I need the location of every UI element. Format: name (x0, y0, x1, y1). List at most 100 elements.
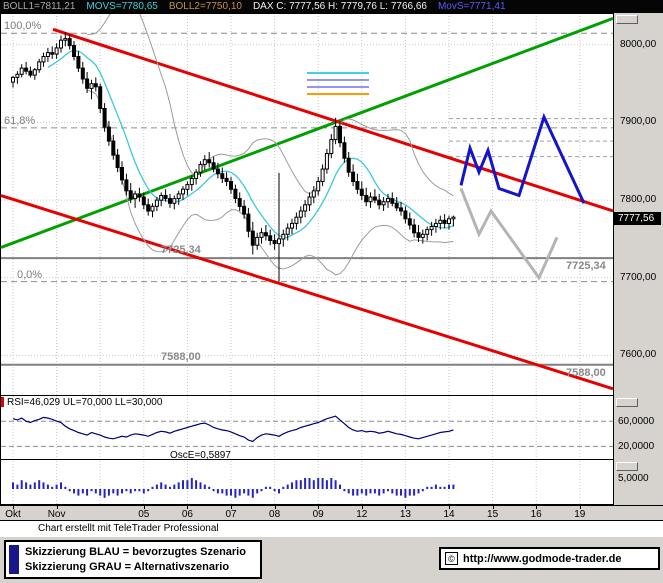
osc-bar (151, 486, 154, 489)
osc-bar (400, 489, 402, 496)
osc-bar (208, 486, 211, 489)
osc-bar (452, 484, 455, 489)
osc-bar (421, 489, 424, 492)
osc-bar (225, 489, 228, 496)
osc-bar (103, 489, 106, 498)
osc-bar (448, 484, 450, 489)
osc-bar (81, 489, 84, 494)
axis-bottom-border (0, 520, 663, 521)
osc-bar (134, 489, 137, 492)
osc-bar (177, 482, 180, 489)
osc-bar (46, 484, 49, 489)
price-tick-label: 7800,00 (620, 194, 657, 206)
osc-bar (147, 489, 150, 492)
rsi-panel-canvas[interactable] (1, 396, 613, 459)
osc-bar (317, 478, 320, 489)
osc-bar (330, 478, 333, 489)
x-axis-label: 08 (269, 509, 281, 520)
x-axis-tick (536, 506, 538, 509)
x-axis-label: Nov (47, 509, 66, 520)
osc-bar (160, 482, 163, 489)
price-tick-label: 7600,00 (620, 349, 657, 361)
osc-bar (77, 489, 80, 496)
osc-level-label: 5,0000 (618, 473, 649, 484)
osc-bar (273, 489, 276, 492)
osc-bar (291, 482, 293, 489)
x-axis-tick (361, 506, 363, 509)
scenario-gray-legend: Skizzierung GRAU = Alternativszenario (25, 560, 230, 573)
osc-bar (434, 484, 437, 489)
x-axis-label: Okt (5, 509, 21, 520)
chart-sketch-icon (9, 545, 19, 574)
bollinger-lower-band (86, 89, 454, 276)
bollinger-upper-band (87, 13, 454, 197)
osc-bar (299, 480, 302, 489)
osc-bar (190, 478, 193, 489)
osc-bar (295, 480, 298, 489)
osc-bar (199, 482, 202, 489)
osc-bar (90, 489, 93, 492)
osc-bar (33, 482, 36, 489)
osc-bar (352, 489, 355, 496)
dax-ohlc-label: DAX C: 7777,56 H: 7779,76 L: 7766,66 (252, 1, 427, 12)
osc-bar (347, 489, 350, 494)
osc-bar (116, 489, 119, 496)
osc-bar (382, 489, 385, 494)
price-axis[interactable]: 8000,00 7900,00 7800,00 7700,00 7600,00 7777,… (614, 13, 663, 520)
osc-bar (308, 478, 311, 489)
rsi-indicator-label: RSI=46,029 UL=70,000 LL=30,000 (7, 397, 163, 408)
ascending-green-trendline (1, 16, 613, 249)
boll2-value-label: BOLL2=7750,10 (168, 1, 242, 12)
osc-bar (38, 480, 41, 489)
osc-bar (247, 489, 250, 496)
oscillator-panel-canvas[interactable] (1, 461, 613, 504)
osc-bar (439, 486, 442, 489)
x-axis-label: 05 (138, 509, 150, 520)
osc-bar (121, 489, 123, 494)
osc-bar (12, 482, 14, 489)
x-axis-label: 07 (225, 509, 237, 520)
time-axis[interactable]: Okt Nov 05 06 07 08 09 12 13 14 15 16 19 (0, 505, 663, 520)
osc-bar (404, 489, 407, 498)
boll1-value-label: BOLL1=7811,21 (3, 1, 76, 12)
main-rsi-divider (0, 395, 614, 396)
rsi-panel-toggle-button[interactable] (616, 398, 638, 407)
rsi-color-marker (0, 397, 4, 407)
rsi-level-label: 60,0000 (618, 416, 655, 428)
main-panel-toggle-button[interactable] (616, 15, 638, 24)
credit-text: Chart erstellt mit TeleTrader Profession… (38, 523, 219, 534)
osc-bar (443, 486, 446, 489)
osc-bar (378, 489, 381, 496)
osc-bar (68, 489, 71, 492)
movs-value-label: MOVS=7780,65 (86, 1, 158, 12)
osc-bar (391, 489, 394, 494)
price-tick-label: 7900,00 (620, 116, 657, 128)
osc-bar (260, 489, 263, 492)
osc-bar (312, 480, 315, 489)
x-axis-tick (231, 506, 232, 509)
x-axis-label: 06 (181, 509, 193, 520)
scenario-blue-line (459, 112, 586, 204)
osc-bar (339, 484, 341, 489)
x-axis-label: 19 (574, 509, 586, 520)
osc-bar (234, 489, 237, 498)
osc-panel-toggle-button[interactable] (616, 462, 638, 471)
website-link[interactable]: http://www.godmode-trader.de (463, 552, 622, 565)
osc-bar (99, 489, 102, 496)
osc-bar (94, 489, 97, 494)
main-price-chart-canvas[interactable] (1, 13, 613, 395)
scenario-legend-text: Skizzierung BLAU = bevorzugtes Szenario … (25, 545, 246, 575)
grid-lines (1, 13, 613, 395)
osc-bar (321, 478, 324, 489)
osc-bar (278, 489, 280, 494)
osc-bar (164, 484, 167, 489)
osc-bar (51, 486, 54, 489)
osc-bar (269, 486, 272, 489)
x-axis-label: 16 (530, 509, 542, 520)
rsi-line (12, 415, 454, 443)
osc-bar (142, 489, 145, 494)
osc-bar (304, 478, 307, 489)
osc-bar (20, 480, 23, 489)
osc-bar (125, 489, 128, 492)
